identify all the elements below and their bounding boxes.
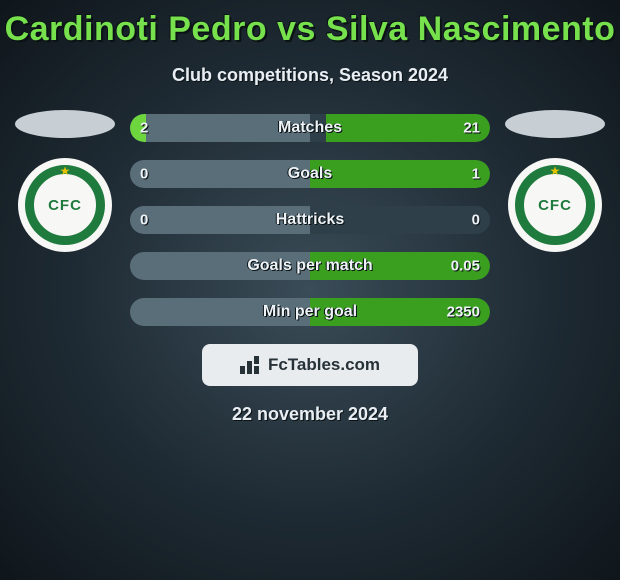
subtitle: Club competitions, Season 2024 <box>0 65 620 86</box>
left-club-badge: ★ CFC <box>18 158 112 252</box>
stat-label: Matches <box>278 119 342 137</box>
stat-value-right: 2350 <box>447 304 480 321</box>
left-player-column: ★ CFC <box>10 110 120 252</box>
stat-bar: Min per goal 2350 <box>130 298 490 326</box>
right-club-badge: ★ CFC <box>508 158 602 252</box>
star-icon: ★ <box>550 164 561 178</box>
footer-date: 22 november 2024 <box>0 404 620 425</box>
stat-label: Hattricks <box>276 211 344 229</box>
stat-bar: 0 Goals 1 <box>130 160 490 188</box>
stat-bar: 2 Matches 21 <box>130 114 490 142</box>
bar-chart-icon <box>240 356 262 374</box>
left-player-photo-placeholder <box>15 110 115 138</box>
comparison-layout: ★ CFC 2 Matches 21 0 Goals 1 0 Hattricks 0 Goals … <box>0 110 620 326</box>
stat-value-right: 21 <box>463 120 480 137</box>
page-title: Cardinoti Pedro vs Silva Nascimento <box>0 0 620 49</box>
stat-value-right: 0 <box>472 212 480 229</box>
stat-label: Min per goal <box>263 303 357 321</box>
star-icon: ★ <box>60 164 71 178</box>
stat-bar: 0 Hattricks 0 <box>130 206 490 234</box>
stat-value-left: 0 <box>140 212 148 229</box>
right-player-column: ★ CFC <box>500 110 610 252</box>
branding-text: FcTables.com <box>268 355 380 375</box>
stat-value-right: 1 <box>472 166 480 183</box>
branding-badge: FcTables.com <box>202 344 418 386</box>
stat-value-right: 0.05 <box>451 258 480 275</box>
stat-bar: Goals per match 0.05 <box>130 252 490 280</box>
stat-value-left: 0 <box>140 166 148 183</box>
stat-value-left: 2 <box>140 120 148 137</box>
right-player-photo-placeholder <box>505 110 605 138</box>
stat-label: Goals per match <box>247 257 372 275</box>
stat-bar-fill-right <box>310 160 490 188</box>
stat-label: Goals <box>288 165 332 183</box>
stat-bars: 2 Matches 21 0 Goals 1 0 Hattricks 0 Goals per ma… <box>120 114 500 326</box>
